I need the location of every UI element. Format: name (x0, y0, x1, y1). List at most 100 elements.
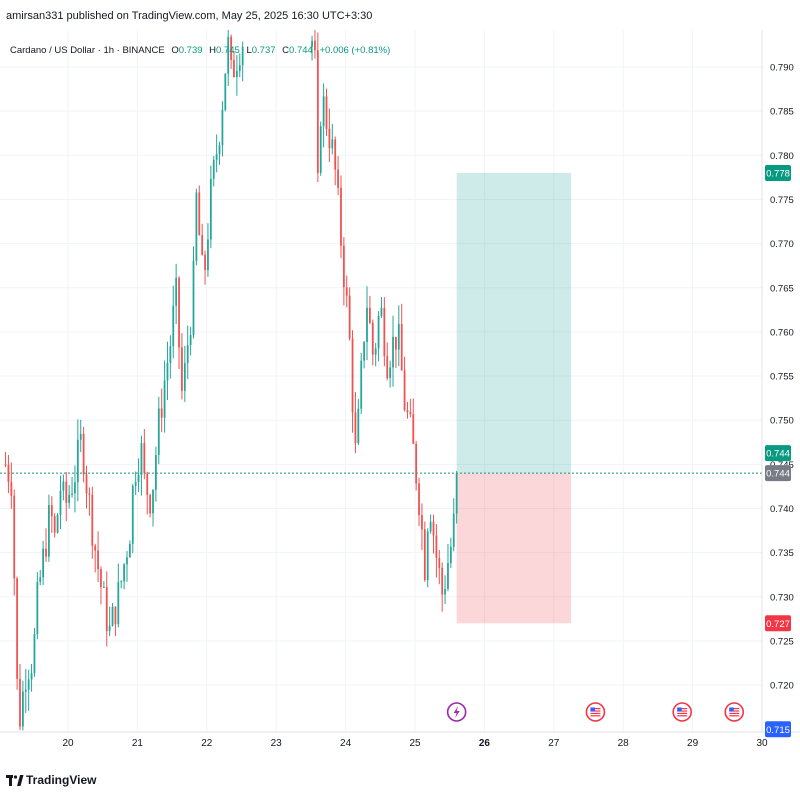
candle-body (403, 370, 406, 411)
candle-body (128, 544, 131, 558)
y-tick-label: 0.750 (770, 416, 794, 427)
y-tick-label: 0.790 (770, 63, 794, 74)
candle-body (409, 412, 412, 415)
candlestick-series (4, 30, 458, 731)
profit-zone[interactable] (456, 172, 572, 474)
candle-body (36, 581, 39, 635)
lightning-icon[interactable] (446, 702, 467, 722)
price-label-tag: 0.715 (765, 721, 791, 738)
candle-body (340, 187, 342, 246)
candle-body (383, 307, 386, 357)
price-label-text: 0.715 (766, 725, 790, 736)
candle-body (62, 481, 65, 491)
x-tick-label: 25 (409, 738, 421, 749)
candle-body (334, 139, 337, 170)
y-tick-label: 0.765 (770, 283, 794, 294)
candle-body (432, 521, 435, 536)
candle-body (224, 73, 227, 111)
long-position-tool (456, 172, 572, 624)
candle-body (76, 439, 79, 483)
legend-low-value: 0.737 (252, 45, 276, 56)
candle-body (415, 443, 418, 484)
candle-body (389, 367, 392, 379)
candle-body (380, 307, 383, 316)
x-tick-label: 22 (201, 738, 213, 749)
candle-body (68, 494, 71, 503)
legend-open-value: 0.739 (179, 45, 203, 56)
candle-body (192, 260, 195, 335)
tradingview-logo[interactable]: TradingView (6, 773, 96, 787)
candle-body (152, 489, 154, 514)
candle-body (178, 277, 180, 348)
candle-body (449, 546, 452, 564)
price-label-bg (765, 164, 791, 181)
candle-body (56, 514, 59, 533)
candle-body (235, 71, 238, 78)
loss-zone[interactable] (456, 473, 572, 624)
price-label-bg (765, 721, 791, 738)
candle-body (337, 169, 339, 188)
candle-body (42, 548, 45, 578)
us-flag-icon[interactable] (672, 702, 692, 722)
candle-body (123, 564, 125, 582)
candle-body (53, 516, 56, 533)
candle-body (16, 578, 19, 679)
candle-body (33, 634, 36, 674)
candle-body (30, 673, 33, 680)
candle-body (354, 412, 357, 444)
candle-body (169, 346, 172, 363)
candle-body (172, 305, 175, 347)
candle-body (363, 342, 366, 361)
candle-body (88, 493, 91, 495)
candle-body (345, 287, 348, 296)
candle-body (371, 322, 374, 355)
y-tick-label: 0.785 (770, 107, 794, 118)
candle-body (85, 474, 88, 494)
candle-body (227, 36, 230, 74)
candle-body (186, 345, 189, 364)
candle-body (160, 408, 163, 418)
candle-body (230, 36, 232, 60)
price-label-tag: 0.778 (765, 164, 791, 181)
svg-text:Cardano / US Dollar · 1h · BIN: Cardano / US Dollar · 1h · BINANCE O0.73… (10, 45, 390, 56)
price-label-text: 0.778 (766, 168, 790, 179)
price-label-tag: 0.744 (765, 465, 791, 482)
candle-body (24, 689, 27, 692)
candle-body (126, 557, 128, 565)
candle-body (7, 464, 10, 482)
candle-body (238, 65, 241, 72)
y-tick-label: 0.775 (770, 195, 794, 206)
candle-body (82, 433, 85, 475)
candle-body (397, 324, 400, 350)
price-label-text: 0.744 (766, 449, 790, 460)
x-tick-label: 20 (62, 738, 74, 749)
candle-body (241, 46, 244, 66)
price-label-text: 0.727 (766, 619, 790, 630)
chart-legend: Cardano / US Dollar · 1h · BINANCE O0.73… (10, 45, 390, 56)
candle-body (366, 307, 368, 343)
price-label-bg (765, 465, 791, 482)
event-markers (446, 702, 745, 722)
candle-body (157, 408, 160, 455)
candle-body (316, 50, 319, 173)
candle-body (444, 588, 446, 595)
candle-body (423, 529, 426, 581)
price-label-bg (765, 445, 791, 462)
candle-body (319, 126, 322, 173)
x-tick-label: 26 (479, 738, 491, 749)
y-tick-label: 0.730 (770, 592, 794, 603)
x-tick-label: 29 (687, 738, 699, 749)
legend-close-label: C (282, 45, 289, 56)
y-tick-label: 0.735 (770, 548, 794, 559)
candle-body (438, 557, 441, 568)
candle-body (27, 679, 30, 690)
publish-header: amirsan331 published on TradingView.com,… (6, 10, 373, 22)
us-flag-icon[interactable] (585, 702, 606, 722)
legend-open-label: O (171, 45, 178, 56)
candle-body (131, 485, 134, 545)
candle-body (79, 433, 82, 440)
us-flag-icon[interactable] (724, 702, 745, 722)
candle-body (357, 408, 360, 444)
candle-body (421, 515, 423, 530)
